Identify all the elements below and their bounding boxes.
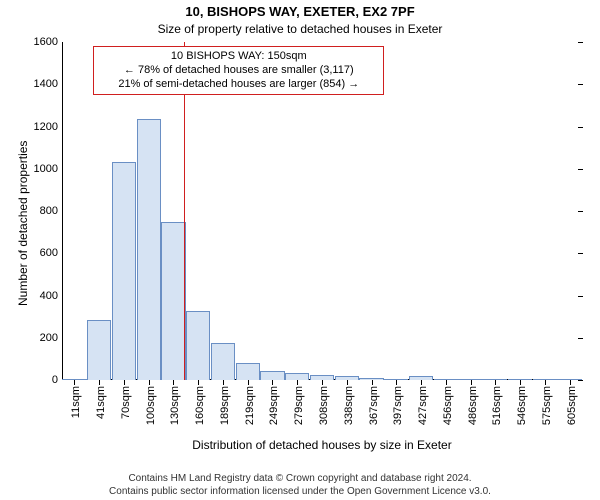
x-tick-label: 41sqm (95, 380, 107, 419)
x-tick-label: 427sqm (417, 380, 429, 425)
histogram-bar (161, 222, 185, 380)
y-tick-label: 1600 (34, 36, 62, 48)
histogram-chart: 10, BISHOPS WAY, EXETER, EX2 7PF Size of… (0, 0, 600, 500)
histogram-bar (236, 363, 260, 380)
footer-line-1: Contains HM Land Registry data © Crown c… (0, 473, 600, 486)
x-tick-label: 605sqm (566, 380, 578, 425)
x-tick-label: 397sqm (392, 380, 404, 425)
x-tick-label: 546sqm (516, 380, 528, 425)
x-tick-label: 189sqm (219, 380, 231, 425)
y-tick-label: 1000 (34, 163, 62, 175)
annotation-line: 10 BISHOPS WAY: 150sqm (100, 50, 377, 64)
annotation-box: 10 BISHOPS WAY: 150sqm← 78% of detached … (93, 46, 384, 95)
x-tick-label: 11sqm (70, 380, 82, 418)
footer-line-2: Contains public sector information licen… (0, 486, 600, 499)
x-axis-label: Distribution of detached houses by size … (62, 438, 582, 452)
x-tick-label: 279sqm (293, 380, 305, 425)
annotation-line: 21% of semi-detached houses are larger (… (100, 78, 377, 92)
chart-title-main: 10, BISHOPS WAY, EXETER, EX2 7PF (0, 4, 600, 19)
histogram-bar (137, 119, 161, 380)
y-tick-label: 400 (40, 290, 62, 302)
y-tick-label: 200 (40, 332, 62, 344)
y-tick-label: 1200 (34, 121, 62, 133)
y-tick-label: 800 (40, 205, 62, 217)
histogram-bar (186, 311, 210, 380)
x-tick-label: 219sqm (244, 380, 256, 425)
x-tick-label: 575sqm (541, 380, 553, 425)
histogram-bar (112, 162, 136, 380)
x-tick-label: 308sqm (318, 380, 330, 425)
histogram-bar (285, 373, 309, 380)
x-tick-label: 160sqm (194, 380, 206, 425)
x-tick-label: 486sqm (467, 380, 479, 425)
histogram-bar (260, 371, 284, 381)
chart-title-sub: Size of property relative to detached ho… (0, 22, 600, 36)
y-tick-label: 1400 (34, 78, 62, 90)
histogram-bar (211, 343, 235, 380)
footer-attribution: Contains HM Land Registry data © Crown c… (0, 473, 600, 498)
plot-area: 0200400600800100012001400160011sqm41sqm7… (62, 42, 582, 380)
x-tick-label: 367sqm (368, 380, 380, 425)
x-tick-label: 456sqm (442, 380, 454, 425)
y-axis-label: Number of detached properties (16, 140, 30, 305)
x-tick-label: 338sqm (343, 380, 355, 425)
x-tick-label: 100sqm (145, 380, 157, 425)
y-tick-label: 0 (52, 374, 62, 386)
y-tick-label: 600 (40, 247, 62, 259)
x-tick-label: 130sqm (169, 380, 181, 425)
histogram-bar (87, 320, 111, 380)
x-tick-label: 516sqm (491, 380, 503, 425)
x-tick-label: 249sqm (268, 380, 280, 425)
x-tick-label: 70sqm (120, 380, 132, 419)
annotation-line: ← 78% of detached houses are smaller (3,… (100, 64, 377, 78)
